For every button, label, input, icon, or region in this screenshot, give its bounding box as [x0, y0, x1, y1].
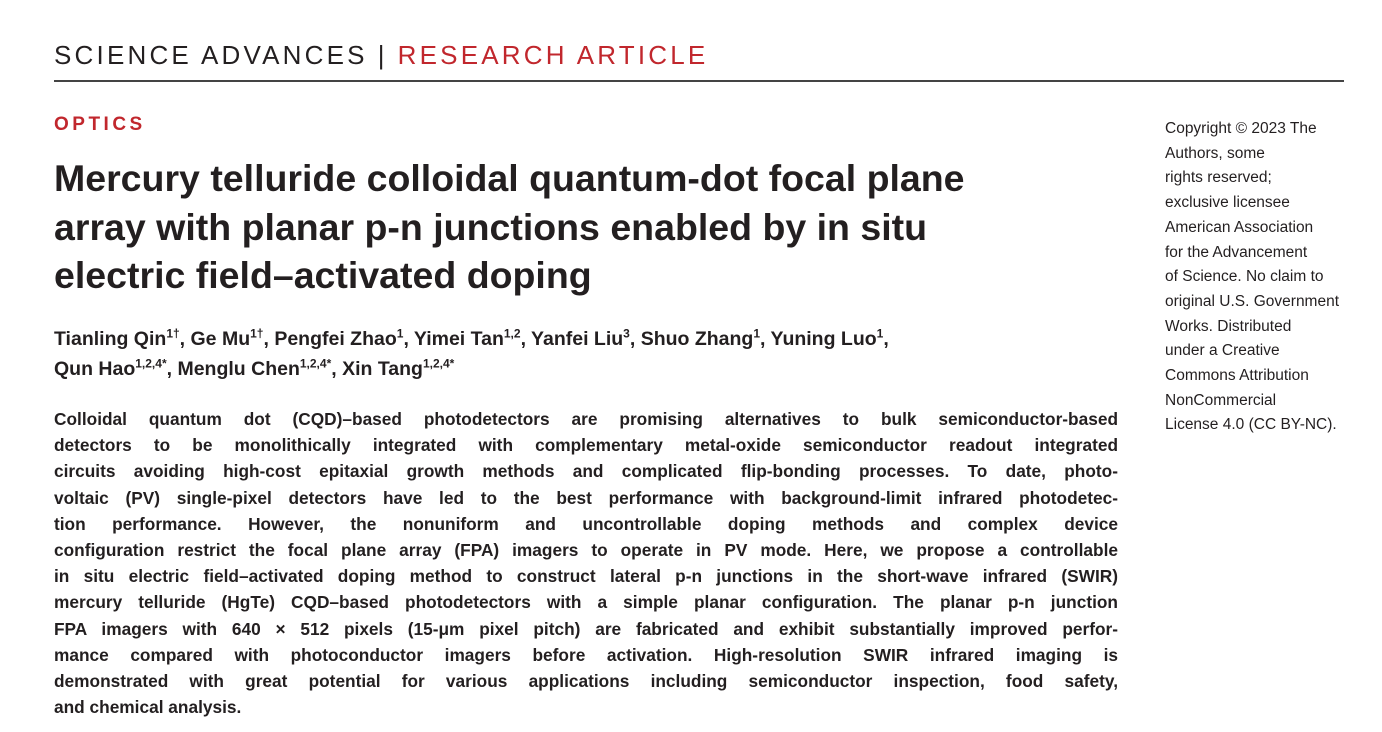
- copyright-line: Commons Attribution: [1165, 367, 1309, 385]
- author-list: Tianling Qin1†, Ge Mu1†, Pengfei Zhao1, …: [54, 324, 1124, 384]
- author: Menglu Chen1,2,4*,: [177, 356, 343, 381]
- author-name: Menglu Chen: [177, 358, 300, 380]
- title-line: array with planar p-n junctions enabled …: [54, 205, 928, 248]
- author: Yuning Luo1,: [770, 326, 889, 351]
- author: Yimei Tan1,2,: [413, 326, 532, 351]
- abstract-line: mance compared with photoconductor image…: [54, 644, 1118, 665]
- author-separator: ,: [760, 328, 771, 350]
- copyright-line: rights reserved;: [1165, 169, 1272, 187]
- abstract-line: voltaic (PV) single-pixel detectors have…: [54, 487, 1118, 508]
- author: Xin Tang1,2,4*: [342, 356, 455, 381]
- author-separator: ,: [520, 328, 532, 350]
- article-title: Mercury telluride colloidal quantum-dot …: [54, 154, 1114, 300]
- copyright-line: Works. Distributed: [1165, 317, 1292, 335]
- abstract-line: and chemical analysis.: [54, 697, 242, 718]
- copyright-line: exclusive licensee: [1165, 194, 1290, 212]
- author-name: Shuo Zhang: [640, 328, 754, 350]
- author-affiliation: 1,2,4*: [135, 356, 167, 371]
- author-affiliation: 1†: [166, 326, 180, 341]
- header-rule: [54, 80, 1344, 82]
- abstract-line: mercury telluride (HgTe) CQD–based photo…: [54, 592, 1118, 613]
- author: Pengfei Zhao1,: [274, 326, 414, 351]
- author-name: Ge Mu: [190, 328, 251, 350]
- copyright-line: original U.S. Government: [1165, 292, 1340, 310]
- copyright-line: American Association: [1165, 218, 1314, 236]
- copyright-line: under a Creative: [1165, 342, 1280, 360]
- copyright-line: License 4.0 (CC BY-NC).: [1165, 416, 1337, 434]
- author-name: Yimei Tan: [413, 328, 504, 350]
- author-affiliation: 1: [753, 326, 761, 341]
- copyright-line: of Science. No claim to: [1165, 268, 1324, 286]
- author: Ge Mu1†,: [190, 326, 275, 351]
- abstract-line: configuration restrict the focal plane a…: [54, 540, 1118, 561]
- author-separator: ,: [263, 328, 275, 350]
- author-name: Yuning Luo: [770, 328, 877, 350]
- author: Shuo Zhang1,: [640, 326, 771, 351]
- author-affiliation: 3: [623, 326, 630, 341]
- author-separator: ,: [179, 328, 191, 350]
- title-line: Mercury telluride colloidal quantum-dot …: [54, 157, 965, 199]
- author-affiliation: 1,2,4*: [422, 356, 455, 371]
- abstract-line: FPA imagers with 640 × 512 pixels (15-μm…: [54, 618, 1118, 639]
- journal-name: SCIENCE ADVANCES: [54, 40, 368, 70]
- abstract-line: tion performance. However, the nonunifor…: [54, 513, 1118, 534]
- copyright-line: NonCommercial: [1165, 391, 1277, 409]
- abstract-line: in situ electric field–activated doping …: [54, 566, 1118, 587]
- section-label: OPTICS: [54, 114, 146, 135]
- author-affiliation: 1,2: [503, 326, 521, 341]
- author-separator: ,: [331, 358, 343, 380]
- author-affiliation: 1: [396, 326, 404, 341]
- journal-header: SCIENCE ADVANCES | RESEARCH ARTICLE: [54, 40, 708, 71]
- copyright-notice: Copyright © 2023 The Authors, some rights …: [1165, 117, 1365, 438]
- author-separator: ,: [166, 358, 178, 380]
- abstract-line: demonstrated with great potential for va…: [54, 671, 1118, 692]
- author-separator: ,: [883, 328, 889, 350]
- copyright-line: Copyright © 2023 The: [1165, 120, 1317, 137]
- abstract-line: circuits avoiding high-cost epitaxial gr…: [54, 461, 1118, 482]
- author: Yanfei Liu3,: [531, 326, 641, 351]
- author: Tianling Qin1†,: [54, 326, 191, 351]
- abstract-line: detectors to be monolithically integrate…: [54, 435, 1118, 456]
- author-name: Qun Hao: [54, 358, 136, 380]
- article-type: RESEARCH ARTICLE: [397, 40, 709, 70]
- author-separator: ,: [403, 328, 414, 350]
- header-separator: |: [377, 40, 388, 70]
- author-name: Xin Tang: [342, 358, 423, 380]
- author-name: Yanfei Liu: [531, 328, 624, 350]
- author: Qun Hao1,2,4*,: [54, 356, 178, 381]
- copyright-line: Authors, some: [1165, 144, 1265, 162]
- author-affiliation: 1†: [250, 326, 264, 341]
- author-name: Pengfei Zhao: [274, 328, 397, 350]
- copyright-line: for the Advancement: [1165, 243, 1308, 261]
- author-affiliation: 1: [876, 326, 884, 341]
- abstract-line: Colloidal quantum dot (CQD)–based photod…: [54, 409, 1118, 429]
- author-name: Tianling Qin: [54, 328, 167, 350]
- abstract: Colloidal quantum dot (CQD)–based photod…: [54, 406, 1118, 720]
- author-separator: ,: [629, 328, 641, 350]
- title-line: electric field–activated doping: [54, 254, 592, 296]
- author-affiliation: 1,2,4*: [299, 356, 332, 371]
